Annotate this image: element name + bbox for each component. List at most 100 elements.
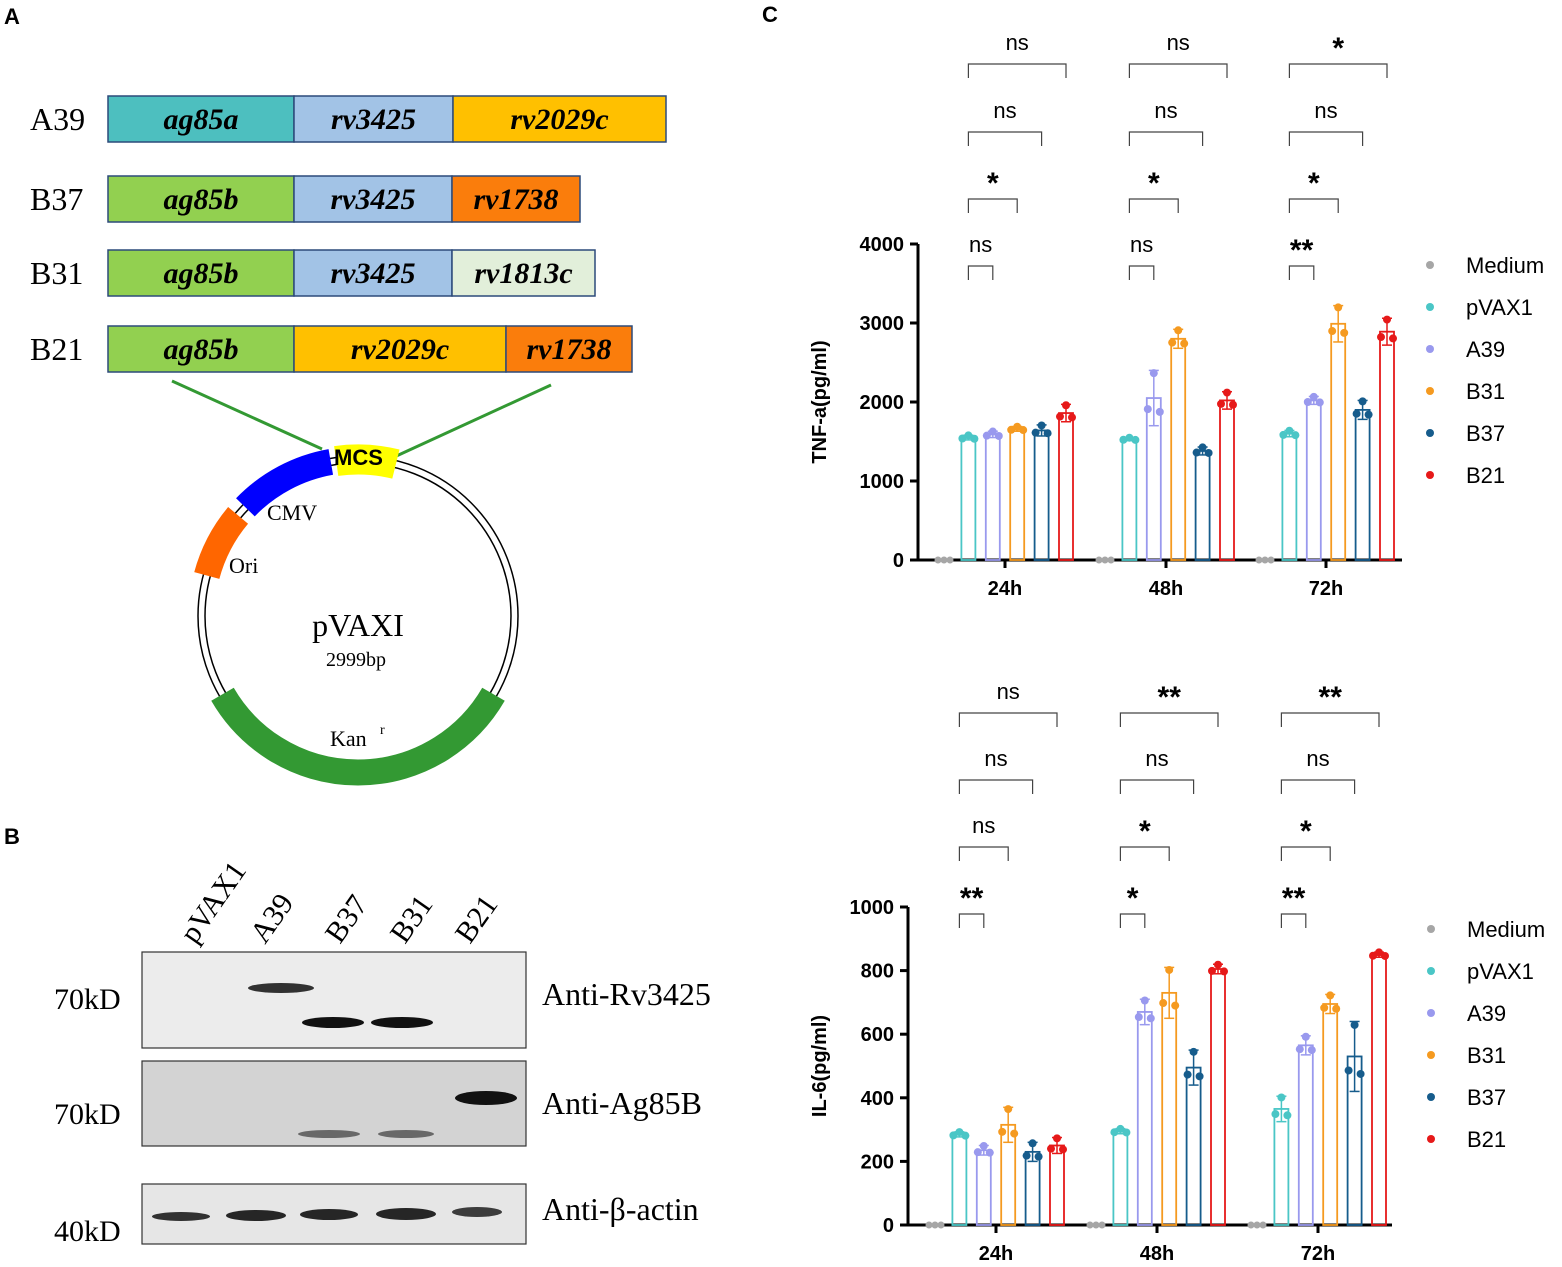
data-point (1350, 1020, 1359, 1029)
data-point (1332, 1004, 1341, 1013)
bar (1219, 399, 1235, 561)
legend-label: B21 (1466, 463, 1505, 488)
data-point (1110, 1128, 1119, 1137)
mcs-arc (334, 444, 400, 479)
bar (1170, 337, 1187, 561)
data-point (1019, 426, 1028, 435)
plasmid-map: MCS CMV Ori pVAXI 2999bp Kan r (194, 444, 519, 786)
legend-marker (1427, 925, 1435, 933)
construct-segment (293, 95, 454, 143)
data-point (1301, 1032, 1310, 1041)
tnf-chart: 0 1000 2000 3000 4000 TNF-a(pg/ml) 24h ns * ns ns 4… (809, 30, 1544, 600)
significance-bracket (1128, 63, 1228, 78)
significance-label: * (987, 167, 999, 200)
legend-label: B31 (1467, 1043, 1506, 1068)
y-axis-label: IL-6(pg/ml) (809, 1015, 831, 1117)
blot-band (152, 1212, 210, 1221)
data-point (1028, 1139, 1037, 1148)
data-point (1107, 556, 1115, 564)
construct-gene-label: ag85b (164, 183, 239, 216)
lane-label-B37: B37 (319, 889, 375, 949)
data-point (1095, 556, 1103, 564)
data-point (1315, 398, 1324, 407)
data-point (1062, 401, 1070, 410)
significance-bracket (1280, 913, 1307, 928)
data-point (1383, 315, 1391, 324)
data-point (1279, 430, 1288, 439)
construct-gene-label: ag85a (164, 103, 239, 136)
data-point (1334, 303, 1343, 312)
significance-label: ns (1167, 30, 1190, 55)
significance-bracket (967, 198, 1018, 213)
blot-band (452, 1207, 502, 1217)
data-point (1159, 999, 1168, 1008)
legend-marker (1427, 1009, 1435, 1017)
data-point (1195, 1072, 1204, 1081)
data-point (1307, 1046, 1316, 1055)
significance-label: ns (993, 98, 1016, 123)
data-point (958, 434, 967, 443)
data-point (1171, 1001, 1180, 1010)
bar (1354, 408, 1371, 561)
data-point (1369, 951, 1377, 960)
x-tick-label: 72h (1301, 1243, 1335, 1265)
data-point (1134, 1013, 1143, 1022)
data-point (1375, 948, 1383, 957)
bar (1305, 399, 1322, 561)
significance-label: ** (1158, 681, 1182, 714)
data-point (1059, 1145, 1067, 1154)
data-point (1259, 1221, 1267, 1229)
significance-label: ns (1130, 232, 1153, 257)
bar (1024, 1150, 1041, 1226)
data-point (1223, 388, 1231, 397)
bar (1281, 432, 1298, 561)
data-point (1328, 327, 1337, 336)
bar (1273, 1108, 1290, 1226)
data-point (949, 1131, 958, 1140)
data-point (1168, 338, 1177, 347)
data-point (1303, 398, 1312, 406)
data-point (1043, 429, 1052, 438)
data-point (1031, 428, 1040, 437)
data-point (1125, 433, 1134, 442)
significance-bracket (1119, 712, 1219, 727)
data-point (1143, 405, 1152, 414)
bar (1121, 438, 1138, 561)
bar (1161, 991, 1178, 1226)
significance-bracket (1288, 63, 1388, 78)
data-point (1183, 1070, 1192, 1079)
construct-name-B21: B21 (30, 331, 83, 367)
significance-bracket (1128, 265, 1155, 280)
y-tick-label: 3000 (860, 313, 905, 335)
blot-band (378, 1130, 434, 1138)
data-point (1068, 413, 1076, 422)
construct-gene-label: rv3425 (331, 103, 416, 136)
y-tick-label: 800 (861, 961, 894, 983)
construct-gene-label: ag85b (164, 333, 239, 366)
construct-segment (107, 95, 295, 143)
construct-name-A39: A39 (30, 101, 85, 137)
data-point (1189, 1047, 1198, 1056)
significance-bracket (1128, 198, 1179, 213)
x-tick-label: 24h (979, 1243, 1013, 1265)
data-point (925, 1221, 933, 1229)
bar (1033, 429, 1050, 561)
kan-label: Kan (330, 726, 367, 751)
significance-label: * (1332, 32, 1344, 65)
bar (1379, 330, 1395, 561)
cmv-promoter-arc (236, 449, 334, 517)
x-tick-label: 24h (988, 578, 1022, 600)
y-tick-label: 600 (861, 1024, 894, 1046)
data-point (1013, 422, 1022, 431)
construct-segment (505, 325, 633, 373)
data-point (988, 427, 997, 436)
legend-label: B31 (1466, 379, 1505, 404)
legend-label: B37 (1466, 421, 1505, 446)
blot-band (371, 1017, 433, 1028)
construct-gene-label: rv1738 (474, 183, 559, 216)
bar (1297, 1044, 1314, 1226)
legend-label: pVAX1 (1466, 295, 1533, 320)
significance-label: * (1127, 882, 1139, 915)
blot-band (226, 1210, 286, 1221)
